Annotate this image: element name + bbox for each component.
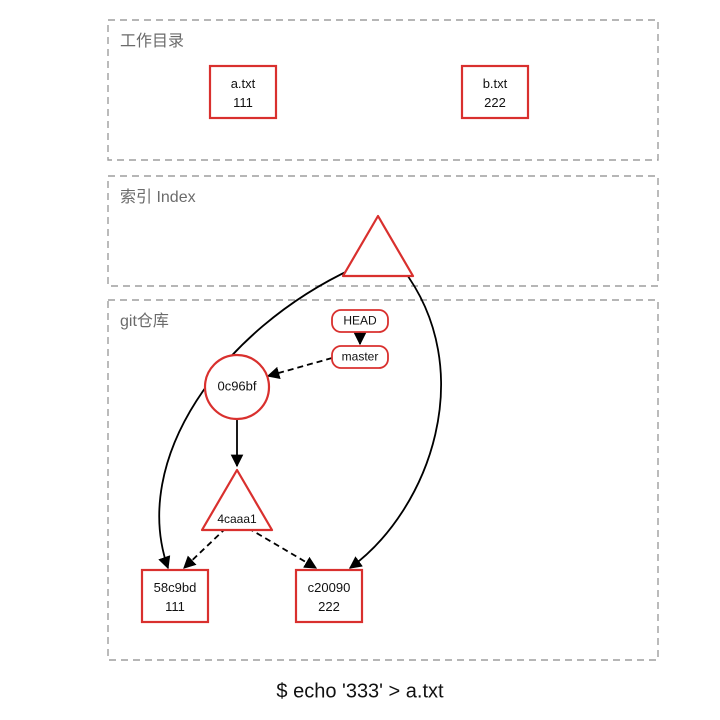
node-repo_tree-label: 4caaa1 [217, 512, 257, 526]
section-label-repo: git仓库 [120, 312, 169, 330]
section-label-working: 工作目录 [120, 32, 184, 50]
node-master-label: master [342, 350, 379, 364]
node-wd_a [210, 66, 276, 118]
node-wd_b-line1: b.txt [483, 76, 508, 91]
node-blob_b-line2: 222 [318, 599, 340, 614]
git-diagram: 工作目录索引 Index git仓库 a.txt 111 b.txt 222 HEAD mas… [0, 0, 720, 720]
command-text: $ echo '333' > a.txt [276, 680, 444, 702]
section-label-index: 索引 Index [120, 188, 196, 206]
node-blob_b-line1: c20090 [308, 580, 351, 595]
node-commit-label: 0c96bf [217, 378, 256, 393]
node-blob_b [296, 570, 362, 622]
node-blob_a-line1: 58c9bd [154, 580, 197, 595]
node-blob_a-line2: 111 [165, 599, 185, 614]
node-wd_b-line2: 222 [484, 95, 506, 110]
node-blob_a [142, 570, 208, 622]
node-wd_a-line1: a.txt [231, 76, 256, 91]
node-wd_b [462, 66, 528, 118]
node-head-label: HEAD [343, 314, 377, 328]
node-wd_a-line2: 111 [233, 95, 253, 110]
